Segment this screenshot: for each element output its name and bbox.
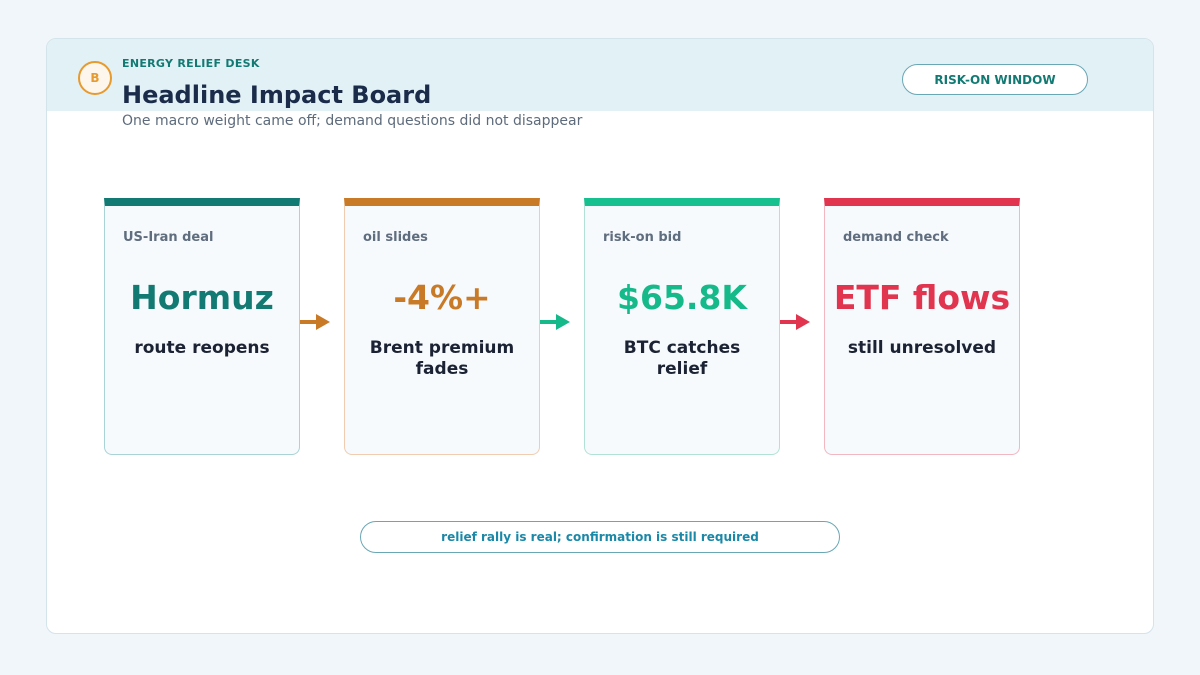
kicker: ENERGY RELIEF DESK [122, 57, 260, 70]
impact-card: risk-on bid $65.8K BTC catches relief [584, 198, 780, 455]
card-caption: BTC catches relief [623, 338, 741, 379]
card-headline: $65.8K [617, 278, 747, 317]
arrow [540, 314, 570, 330]
card-label: risk-on bid [603, 230, 682, 245]
card-caption: route reopens [134, 338, 270, 358]
title: Headline Impact Board [122, 81, 432, 109]
card-headline: Hormuz [130, 278, 274, 317]
impact-card: oil slides -4%+ Brent premium fades [344, 198, 540, 455]
status-pill: RISK-ON WINDOW [902, 64, 1088, 95]
impact-card: US-Iran deal Hormuz route reopens [104, 198, 300, 455]
card-caption: Brent premium fades [369, 338, 515, 379]
card-headline: ETF flows [833, 278, 1011, 317]
footer-pill: relief rally is real; confirmation is st… [360, 521, 840, 553]
card-headline: -4%+ [393, 278, 491, 317]
arrow [780, 314, 810, 330]
card-label: oil slides [363, 230, 428, 245]
impact-card: demand check ETF flows still unresolved [824, 198, 1020, 455]
card-caption: still unresolved [847, 338, 997, 358]
card-label: US-Iran deal [123, 230, 214, 245]
subtitle: One macro weight came off; demand questi… [122, 113, 583, 129]
card-label: demand check [843, 230, 949, 245]
badge: B [78, 61, 112, 95]
arrow [300, 314, 330, 330]
